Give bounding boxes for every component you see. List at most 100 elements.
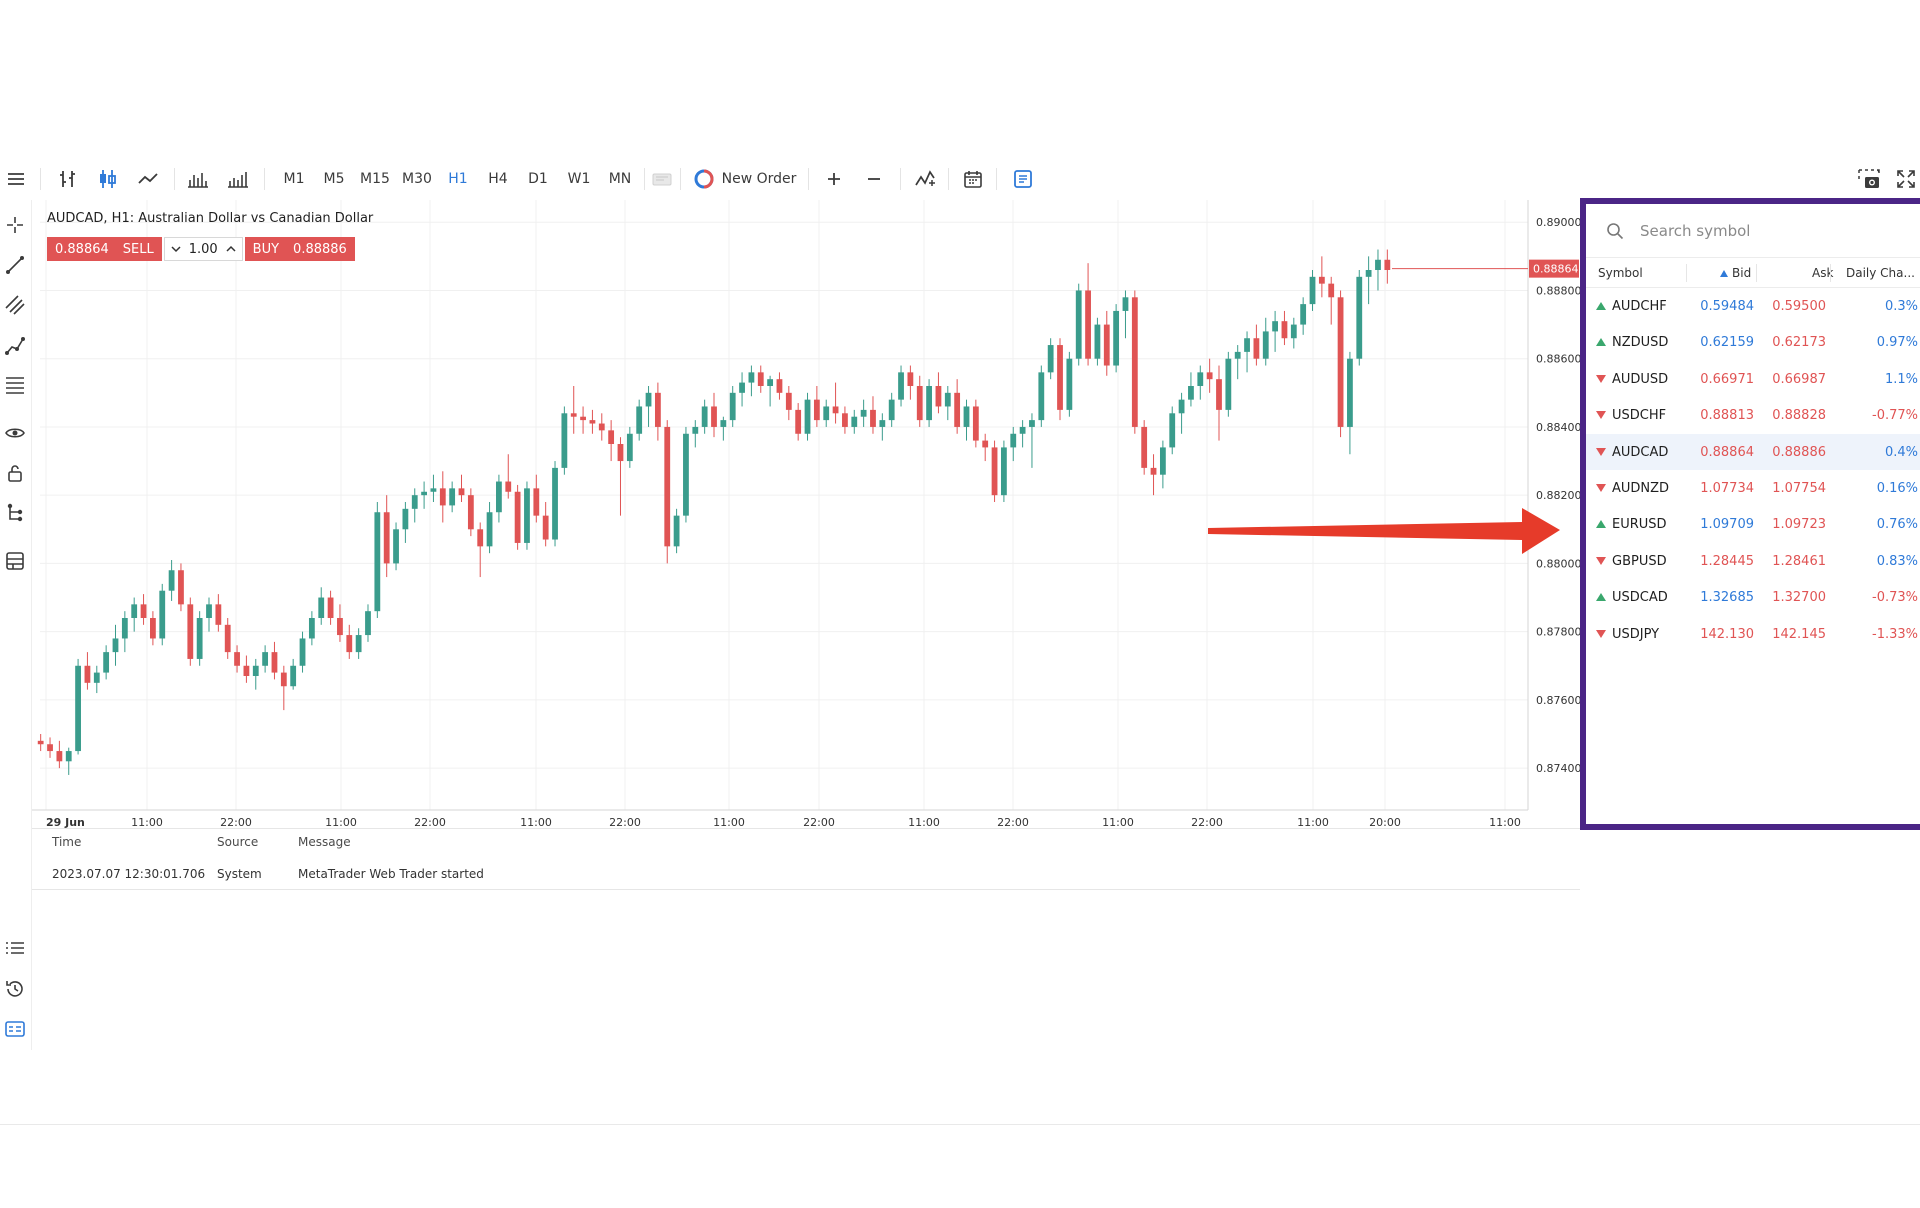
indicators-icon[interactable] (910, 158, 940, 200)
candle-body (823, 406, 830, 421)
chevron-up-icon (226, 245, 236, 252)
time-axis-label: 29 Jun (46, 816, 85, 829)
tick-volume-icon[interactable] (224, 158, 252, 200)
watchlist-bid: 1.28445 (1700, 553, 1754, 569)
buy-button[interactable]: BUY 0.88886 (244, 237, 355, 261)
watchlist-symbol: USDCHF (1612, 408, 1667, 424)
object-tree-icon[interactable] (4, 502, 26, 524)
candle-body (711, 406, 717, 427)
candle-body (514, 491, 521, 543)
price-axis-label: 0.87800 (1536, 626, 1580, 639)
watchlist-bid: 0.66971 (1700, 371, 1754, 387)
timeframe-m5[interactable]: M5 (323, 171, 345, 187)
candle-body (524, 488, 530, 543)
candle-body (1197, 372, 1204, 386)
col-bid[interactable]: Bid (1732, 266, 1752, 280)
price-down-icon (1596, 556, 1606, 565)
price-chart[interactable]: 0.89000 0.88800 0.88600 0.88400 0.88200 0.880… (32, 200, 1582, 830)
candle-body (56, 751, 63, 762)
price-axis-label: 0.87400 (1536, 762, 1580, 775)
candle-body (1131, 297, 1138, 427)
timeframe-mn[interactable]: MN (608, 171, 632, 187)
watchlist-daily-change: 1.1% (1884, 371, 1918, 387)
lot-size-field[interactable]: 1.00 (163, 237, 243, 261)
watchlist-row-audchf[interactable]: AUDCHF 0.59484 0.59500 0.3% (1586, 288, 1920, 324)
candle-body (589, 420, 596, 424)
timeframe-d1[interactable]: D1 (528, 171, 548, 187)
watchlist-ask: 1.28461 (1772, 553, 1826, 569)
col-symbol[interactable]: Symbol (1598, 266, 1643, 280)
candle-body (832, 406, 839, 414)
price-axis-label: 0.88000 (1536, 557, 1580, 570)
timeframe-m15[interactable]: M15 (360, 171, 390, 187)
fibonacci-tool-icon[interactable] (4, 374, 26, 396)
search-input[interactable] (1640, 221, 1880, 240)
channel-tool-icon[interactable] (4, 294, 26, 316)
timeframe-h4[interactable]: H4 (488, 171, 508, 187)
calendar-icon[interactable] (958, 158, 988, 200)
journal-icon[interactable] (4, 1018, 26, 1040)
sell-button[interactable]: 0.88864 SELL (47, 237, 162, 261)
quick-trade-panel: 0.88864 SELL 1.00 BUY 0.88886 (47, 237, 355, 261)
fullscreen-icon[interactable] (1892, 158, 1920, 200)
timeframe-m30[interactable]: M30 (402, 171, 432, 187)
candle-body (1047, 345, 1054, 373)
candle-body (804, 399, 811, 434)
col-ask[interactable]: Ask (1812, 266, 1834, 280)
watchlist-row-usdchf[interactable]: USDCHF 0.88813 0.88828 -0.77% (1586, 397, 1920, 433)
watchlist-row-eurusd[interactable]: EURUSD 1.09709 1.09723 0.76% (1586, 506, 1920, 542)
candle-body (47, 744, 53, 752)
timeframe-h1[interactable]: H1 (448, 171, 468, 187)
screenshot-icon[interactable] (1854, 158, 1884, 200)
watchlist-row-usdcad[interactable]: USDCAD 1.32685 1.32700 -0.73% (1586, 579, 1920, 615)
lock-icon[interactable] (4, 462, 26, 484)
depth-of-market-icon[interactable] (1008, 158, 1038, 200)
watchlist-ask: 0.62173 (1772, 335, 1826, 351)
watchlist-row-nzdusd[interactable]: NZDUSD 0.62159 0.62173 0.97% (1586, 324, 1920, 360)
menu-icon[interactable] (2, 158, 30, 200)
timeframe-w1[interactable]: W1 (567, 171, 591, 187)
candle-body (1066, 358, 1073, 410)
history-icon[interactable] (4, 978, 26, 1000)
trend-line-icon[interactable] (4, 254, 26, 276)
watchlist-bid: 1.32685 (1700, 590, 1754, 606)
candle-body (1075, 290, 1082, 359)
candle-body (505, 481, 512, 492)
zoom-in-icon[interactable] (820, 158, 848, 200)
candle-body (374, 512, 381, 612)
buy-label: BUY (252, 241, 280, 257)
current-price-label: 0.88864 (1533, 263, 1579, 276)
candle-body (430, 488, 437, 492)
candle-body (1253, 338, 1260, 359)
line-chart-type-icon[interactable] (134, 158, 162, 200)
watchlist-row-usdjpy[interactable]: USDJPY 142.130 142.145 -1.33% (1586, 616, 1920, 652)
bar-chart-type-icon[interactable] (54, 158, 82, 200)
candle-body (636, 406, 643, 434)
watchlist-row-gbpusd[interactable]: GBPUSD 1.28445 1.28461 0.83% (1586, 543, 1920, 579)
crosshair-icon[interactable] (4, 214, 26, 236)
trade-list-icon[interactable] (4, 938, 26, 960)
timeframe-m1[interactable]: M1 (283, 171, 305, 187)
candle-body (234, 652, 240, 666)
candle-body (84, 665, 91, 683)
watchlist-row-audusd[interactable]: AUDUSD 0.66971 0.66987 1.1% (1586, 361, 1920, 397)
visibility-eye-icon[interactable] (4, 422, 26, 444)
watchlist-row-audcad[interactable]: AUDCAD 0.88864 0.88886 0.4% (1586, 433, 1920, 470)
col-daily-change[interactable]: Daily Cha... (1846, 266, 1915, 280)
candle-body (561, 413, 568, 468)
new-order-button[interactable]: New Order (690, 158, 800, 200)
candle-body (1103, 324, 1110, 366)
zoom-out-icon[interactable] (860, 158, 888, 200)
candle-body (1159, 447, 1166, 475)
candle-body (1216, 379, 1222, 410)
pitchfork-tool-icon[interactable] (4, 334, 26, 356)
chevron-down-icon (171, 246, 181, 253)
candlestick-chart-type-icon[interactable] (94, 158, 122, 200)
candle-body (748, 372, 755, 383)
candle-body (1262, 331, 1269, 359)
one-click-trading-icon[interactable] (648, 158, 676, 200)
candle-body (365, 611, 371, 636)
watchlist-row-audnzd[interactable]: AUDNZD 1.07734 1.07754 0.16% (1586, 470, 1920, 506)
templates-icon[interactable] (4, 550, 26, 572)
volume-icon[interactable] (184, 158, 212, 200)
